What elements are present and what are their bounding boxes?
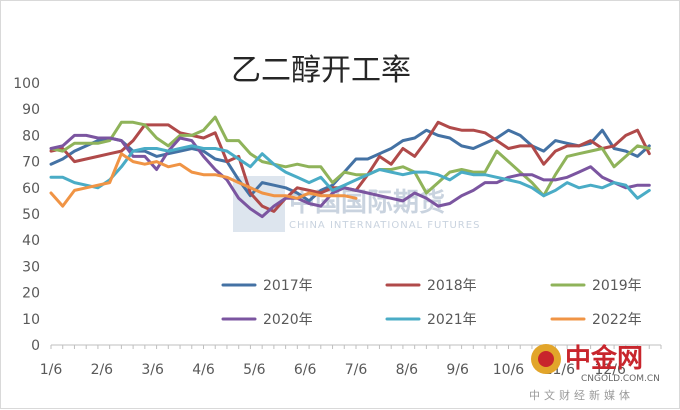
x-tick-label: 4/6 [192,362,215,378]
chart-title: 乙二醇开工率 [231,53,411,88]
x-tick-label: 6/6 [294,362,317,378]
legend-label: 2021年 [427,312,477,328]
plot-area [49,115,651,219]
legend-label: 2018年 [427,278,477,294]
x-tick-label: 9/6 [446,362,469,378]
legend-label: 2022年 [592,312,642,328]
legend-label: 2019年 [592,278,642,294]
cngold-logo: 中金网 CNGOLD.COM.CN 中文财经新媒体 [529,343,660,402]
legend-label: 2020年 [263,312,313,328]
series-line-2 [49,115,651,198]
x-tick-label: 7/6 [345,362,368,378]
x-tick-label: 3/6 [141,362,164,378]
series-line-4 [49,144,651,200]
y-tick-label: 100 [13,76,40,92]
y-tick-label: 30 [22,259,40,275]
watermark-text-en: CHINA INTERNATIONAL FUTURES [289,220,480,231]
y-tick-label: 80 [22,128,40,144]
y-tick-label: 60 [22,181,40,197]
x-tick-label: 8/6 [396,362,419,378]
y-tick-label: 0 [31,338,40,354]
logo-coin-inner-icon [538,351,554,367]
y-tick-label: 40 [22,233,40,249]
y-tick-label: 50 [22,207,40,223]
legend-label: 2017年 [263,278,313,294]
x-tick-label: 1/6 [40,362,63,378]
x-tick-label: 2/6 [91,362,114,378]
logo-url: CNGOLD.COM.CN [581,374,660,384]
y-axis: 0 10 20 30 40 50 60 70 80 90 100 [13,76,40,354]
logo-name: 中金网 [565,343,643,374]
logo-subtitle: 中文财经新媒体 [529,388,634,402]
y-tick-label: 70 [22,155,40,171]
x-tick-label: 5/6 [243,362,266,378]
series-line-5 [49,152,358,208]
series-line-0 [49,128,651,203]
x-axis: 1/6 2/6 3/6 4/6 5/6 6/6 7/6 8/6 9/6 10/6 11/6 12/6 [40,344,662,378]
x-tick-label: 12/6 [594,362,626,378]
x-tick-label: 10/6 [493,362,525,378]
y-tick-label: 20 [22,286,40,302]
legend: 2017年 2018年 2019年 2020年 2021年 2022年 [221,278,642,328]
y-tick-label: 10 [22,312,40,328]
y-tick-label: 90 [22,102,40,118]
